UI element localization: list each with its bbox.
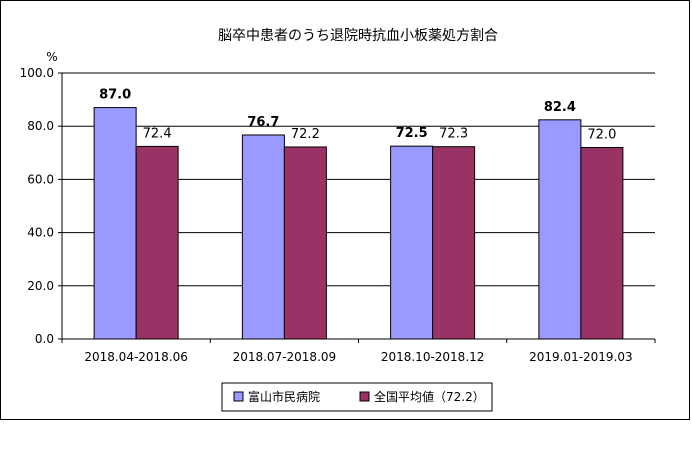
data-labels: 87.0 72.4 76.7 72.2 72.5 72.3 82.4 72.0: [99, 88, 616, 143]
y-tick-label: 80.0: [27, 119, 54, 133]
bar: [283, 146, 327, 340]
x-tick-labels: 2018.04-2018.06 2018.07-2018.09 2018.10-20…: [84, 350, 632, 364]
y-tick-label: 20.0: [27, 279, 54, 293]
bar: [580, 146, 624, 340]
axes: [61, 73, 656, 343]
legend-swatch: [233, 391, 244, 402]
y-tick-labels: 0.0 20.0 40.0 60.0 80.0 100.0: [20, 66, 54, 346]
data-label: 82.4: [544, 100, 576, 115]
y-axis-unit: %: [46, 50, 57, 64]
data-label: 76.7: [247, 115, 279, 130]
y-tick-label: 60.0: [27, 172, 54, 186]
y-tick-label: 100.0: [20, 66, 54, 80]
data-label: 72.2: [291, 127, 320, 142]
legend-box: [221, 382, 493, 412]
data-label: 72.5: [396, 126, 428, 141]
legend: 富山市民病院 全国平均値（72.2）: [221, 382, 493, 412]
data-label: 72.3: [439, 127, 468, 142]
data-label: 72.4: [143, 126, 172, 141]
bar: [390, 145, 434, 340]
legend-label: 全国平均値（72.2）: [374, 389, 485, 404]
legend-label: 富山市民病院: [248, 389, 320, 404]
x-tick-label: 2018.04-2018.06: [84, 350, 188, 364]
x-tick-label: 2018.10-2018.12: [381, 350, 485, 364]
y-tick-label: 40.0: [27, 226, 54, 240]
y-tick-label: 0.0: [35, 332, 54, 346]
bars: [93, 107, 624, 340]
bar: [93, 107, 137, 340]
x-tick-label: 2018.07-2018.09: [233, 350, 337, 364]
bar: [241, 134, 285, 340]
legend-swatch: [359, 391, 370, 402]
data-label: 87.0: [99, 88, 131, 103]
bar: [538, 119, 582, 340]
x-tick-label: 2019.01-2019.03: [529, 350, 633, 364]
data-label: 72.0: [587, 127, 616, 142]
bar: [432, 146, 476, 340]
bar: [135, 145, 179, 340]
chart-title: 脳卒中患者のうち退院時抗血小板薬処方割合: [218, 27, 498, 44]
